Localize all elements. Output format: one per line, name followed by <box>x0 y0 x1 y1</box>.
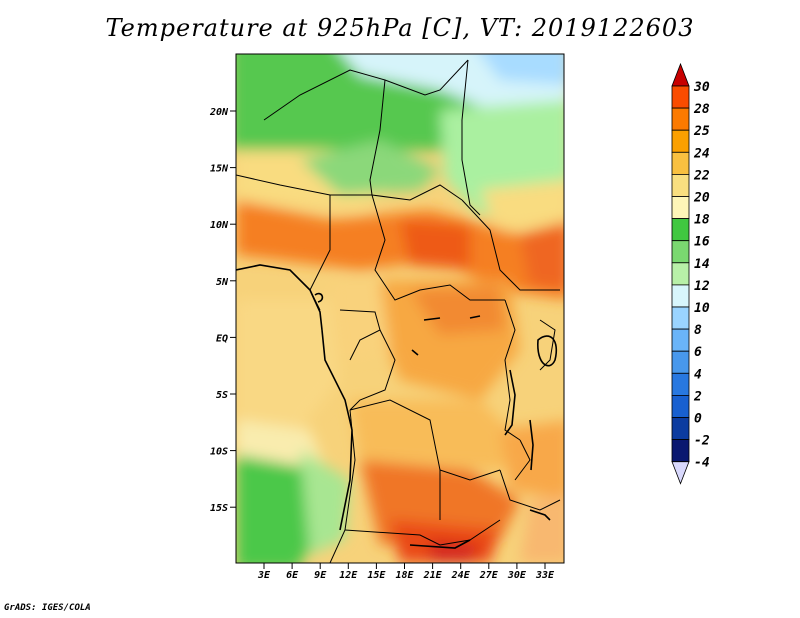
lat-tick-label: 5S <box>216 390 228 401</box>
colorbar-swatch <box>671 284 690 308</box>
lon-tick-label: 24E <box>451 570 471 581</box>
colorbar-label: 28 <box>693 102 710 117</box>
colorbar-swatch <box>671 240 690 264</box>
colorbar-label: -2 <box>694 434 710 449</box>
longitude-axis: 3E 6E 9E 12E 15E 18E 21E 24E 27E 30E 33E <box>257 563 555 581</box>
latitude-axis: 20N 15N 10N 5N EQ 5S 10S 15S <box>209 107 236 514</box>
colorbar-swatch <box>671 439 690 463</box>
colorbar-label: 24 <box>693 146 710 161</box>
lon-tick-label: 15E <box>367 570 386 581</box>
colorbar-swatch <box>671 328 690 352</box>
lat-tick-label: 15S <box>210 503 228 514</box>
colorbar-label: 22 <box>693 168 710 183</box>
colorbar-swatch <box>671 350 690 374</box>
lon-tick-label: 9E <box>314 570 327 581</box>
colorbar-label: 30 <box>693 80 710 95</box>
colorbar-swatch <box>671 151 690 175</box>
temperature-field <box>236 54 564 563</box>
lat-tick-label: 5N <box>216 277 229 288</box>
lon-tick-label: 3E <box>257 570 271 581</box>
lon-tick-label: 30E <box>507 570 527 581</box>
colorbar-swatch <box>671 173 690 197</box>
lat-tick-label: 15N <box>210 164 229 175</box>
colorbar-label: 10 <box>694 301 710 316</box>
chart-title: Temperature at 925hPa [C], VT: 201912260… <box>105 14 695 42</box>
country-borders <box>236 59 561 563</box>
colorbar-label: 8 <box>694 323 702 338</box>
colorbar-swatch <box>671 218 690 242</box>
lat-tick-label: 20N <box>209 107 229 118</box>
colorbar-swatch <box>671 85 690 109</box>
colorbar-label: 18 <box>694 213 710 228</box>
lat-tick-label: 10N <box>210 220 229 231</box>
lon-tick-label: 12E <box>339 570 358 581</box>
colorbar-label: 0 <box>694 412 702 427</box>
colorbar-swatch <box>671 306 690 330</box>
colorbar-swatch <box>671 196 690 220</box>
lon-tick-label: 33E <box>535 570 555 581</box>
colorbar-label: 2 <box>693 389 702 404</box>
colorbar-label: 25 <box>693 124 710 139</box>
colorbar-label: 20 <box>693 191 710 206</box>
colorbar-swatch <box>671 262 690 286</box>
coastlines-lakes <box>236 264 557 549</box>
colorbar-label: 16 <box>694 235 710 250</box>
lon-tick-label: 27E <box>479 570 499 581</box>
colorbar-swatch <box>671 394 690 418</box>
colorbar-swatch <box>671 129 690 153</box>
colorbar-label: 12 <box>694 279 710 294</box>
colorbar-label: 6 <box>694 345 702 360</box>
colorbar-label: 4 <box>694 367 702 382</box>
lon-tick-label: 6E <box>286 570 299 581</box>
map-frame <box>235 53 565 564</box>
lon-tick-label: 18E <box>395 570 414 581</box>
lon-tick-label: 21E <box>423 570 443 581</box>
colorbar-label: -4 <box>694 456 710 471</box>
lat-tick-label: 10S <box>210 447 228 458</box>
colorbar-top-arrow <box>671 62 690 87</box>
colorbar-swatch <box>671 107 690 131</box>
colorbar-swatch <box>671 372 690 396</box>
grads-credit: GrADS: IGES/COLA <box>4 603 91 613</box>
lat-tick-label: EQ <box>216 333 228 344</box>
colorbar-swatch <box>671 417 690 441</box>
colorbar-bottom-arrow <box>671 461 690 485</box>
colorbar-label: 14 <box>694 257 710 272</box>
